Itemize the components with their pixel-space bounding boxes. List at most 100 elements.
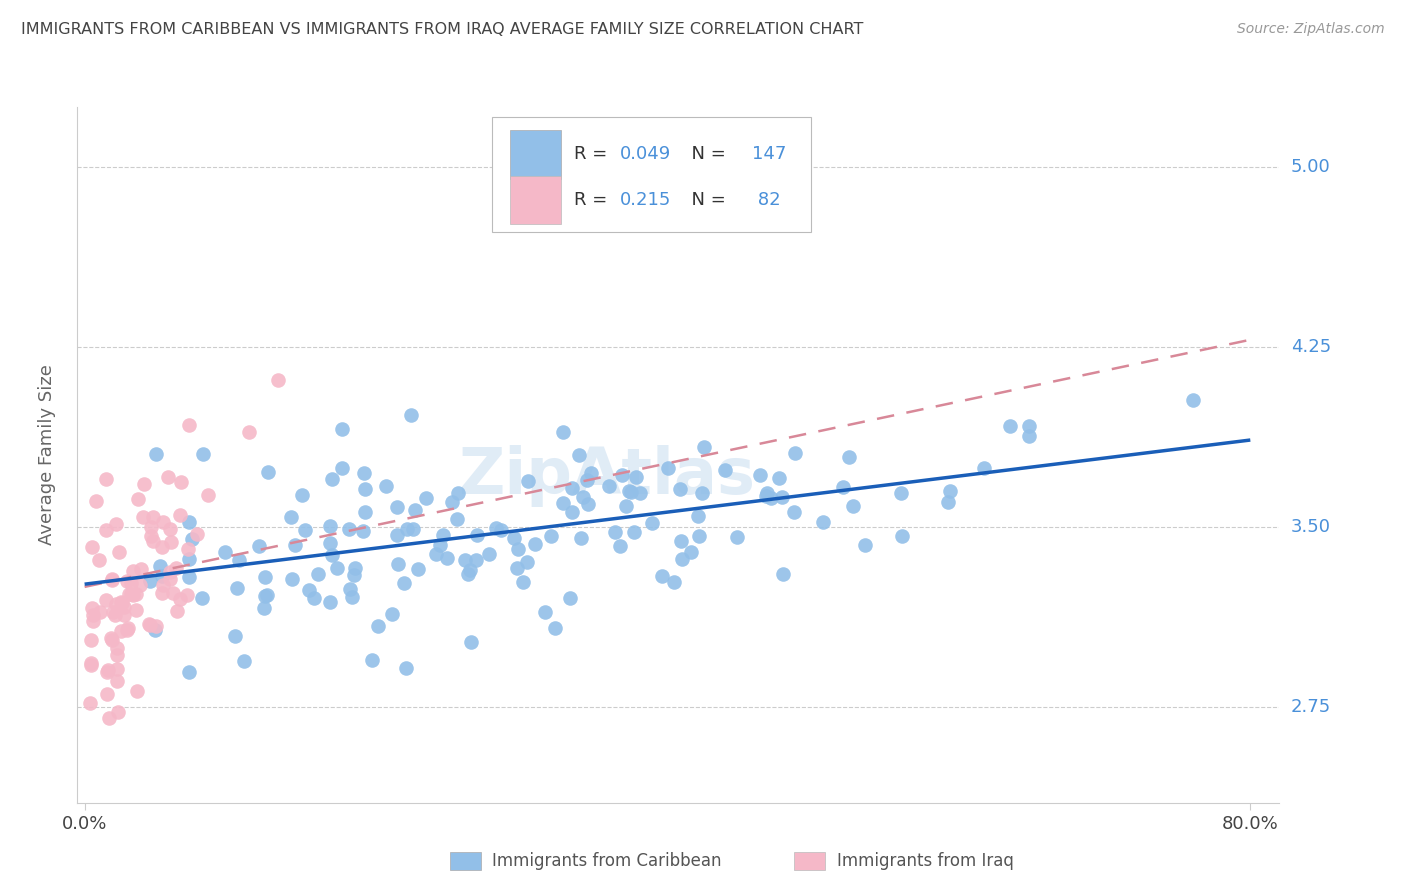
Point bbox=[96, 524, 118, 538]
Point bbox=[150, 586, 173, 600]
Text: N =: N = bbox=[679, 145, 731, 163]
Point bbox=[436, 551, 458, 566]
Point bbox=[352, 524, 374, 538]
Point bbox=[454, 552, 477, 566]
Text: Immigrants from Caribbean: Immigrants from Caribbean bbox=[492, 852, 721, 870]
Point bbox=[387, 558, 409, 572]
Point bbox=[225, 581, 247, 595]
Point bbox=[768, 471, 790, 485]
Text: ZipAtlas: ZipAtlas bbox=[458, 445, 755, 507]
Point bbox=[166, 603, 188, 617]
Point bbox=[169, 508, 191, 523]
Point bbox=[619, 484, 641, 499]
Point bbox=[145, 447, 167, 461]
Point bbox=[641, 516, 664, 530]
Point bbox=[551, 496, 574, 510]
Point bbox=[254, 589, 277, 603]
Point bbox=[671, 552, 693, 566]
Point bbox=[257, 465, 280, 479]
Point bbox=[447, 486, 470, 500]
Point bbox=[440, 495, 463, 509]
Point bbox=[838, 450, 860, 464]
Y-axis label: Average Family Size: Average Family Size bbox=[38, 365, 56, 545]
Point bbox=[132, 477, 155, 491]
Point bbox=[770, 490, 793, 504]
Point bbox=[506, 561, 529, 575]
Point bbox=[319, 519, 342, 533]
FancyBboxPatch shape bbox=[492, 118, 811, 232]
Point bbox=[890, 529, 912, 543]
Point bbox=[291, 488, 314, 502]
Point bbox=[853, 537, 876, 551]
Point bbox=[105, 640, 128, 655]
Point bbox=[294, 524, 316, 538]
Text: IMMIGRANTS FROM CARIBBEAN VS IMMIGRANTS FROM IRAQ AVERAGE FAMILY SIZE CORRELATIO: IMMIGRANTS FROM CARIBBEAN VS IMMIGRANTS … bbox=[21, 22, 863, 37]
Point bbox=[783, 446, 806, 460]
Point bbox=[165, 561, 187, 575]
Point bbox=[139, 529, 162, 543]
Point bbox=[688, 529, 710, 543]
Text: R =: R = bbox=[574, 191, 619, 209]
Point bbox=[132, 510, 155, 524]
Point bbox=[101, 572, 124, 586]
Text: Immigrants from Iraq: Immigrants from Iraq bbox=[837, 852, 1014, 870]
Point bbox=[256, 588, 278, 602]
Point bbox=[385, 528, 408, 542]
Point bbox=[508, 541, 530, 556]
Text: Source: ZipAtlas.com: Source: ZipAtlas.com bbox=[1237, 22, 1385, 37]
Point bbox=[159, 572, 181, 586]
Point bbox=[321, 472, 343, 486]
Point bbox=[524, 537, 547, 551]
Text: R =: R = bbox=[574, 145, 613, 163]
Point bbox=[89, 552, 111, 566]
Point bbox=[534, 605, 557, 619]
Point bbox=[110, 624, 132, 638]
Point bbox=[110, 596, 132, 610]
Point bbox=[101, 633, 124, 648]
Point bbox=[169, 592, 191, 607]
Point bbox=[177, 551, 200, 566]
Point bbox=[569, 531, 592, 545]
Point bbox=[339, 582, 361, 597]
Point bbox=[402, 522, 425, 536]
Point bbox=[107, 705, 129, 719]
Point bbox=[318, 535, 340, 549]
Point bbox=[117, 621, 139, 635]
Point bbox=[98, 711, 121, 725]
Point bbox=[100, 573, 122, 587]
Point bbox=[686, 509, 709, 524]
Point bbox=[280, 573, 302, 587]
Point bbox=[110, 595, 132, 609]
Point bbox=[139, 618, 162, 632]
Point bbox=[679, 545, 702, 559]
Point bbox=[82, 608, 104, 623]
Point bbox=[139, 520, 162, 534]
Point bbox=[121, 588, 143, 602]
Point bbox=[159, 522, 181, 536]
Point bbox=[620, 485, 643, 500]
Point bbox=[129, 578, 152, 592]
Point bbox=[614, 499, 637, 513]
Text: 0.049: 0.049 bbox=[620, 145, 671, 163]
Point bbox=[404, 503, 426, 517]
Point bbox=[342, 590, 364, 604]
Point bbox=[628, 486, 651, 500]
Point bbox=[112, 599, 135, 614]
Point bbox=[326, 560, 349, 574]
Point bbox=[783, 505, 806, 519]
Point bbox=[177, 417, 200, 432]
Point bbox=[138, 617, 160, 632]
Point bbox=[96, 687, 118, 701]
Point bbox=[152, 578, 174, 592]
Point bbox=[396, 523, 419, 537]
Point bbox=[191, 447, 214, 461]
Point bbox=[82, 614, 104, 628]
Text: 3.50: 3.50 bbox=[1291, 518, 1330, 536]
Point bbox=[890, 485, 912, 500]
Point bbox=[387, 500, 409, 515]
Point bbox=[79, 696, 101, 710]
Point bbox=[247, 540, 270, 554]
Text: 82: 82 bbox=[752, 191, 780, 209]
Point bbox=[330, 422, 353, 436]
Point bbox=[657, 461, 679, 475]
